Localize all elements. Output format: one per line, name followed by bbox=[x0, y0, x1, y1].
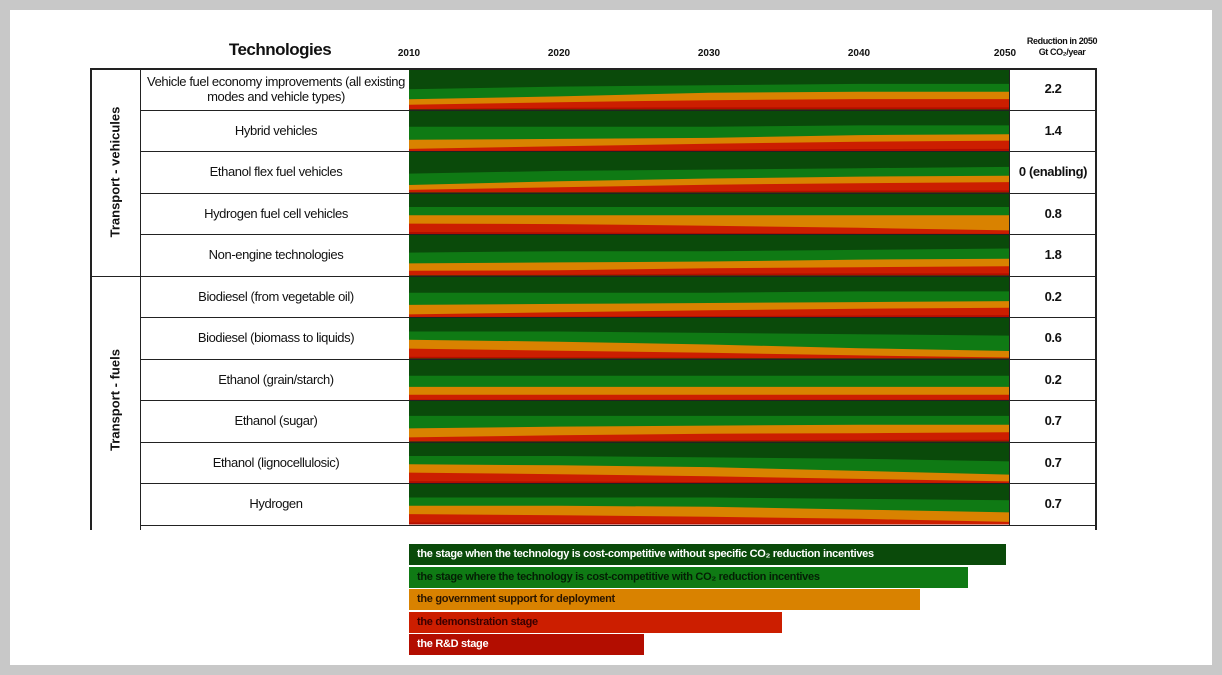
grid-row-line-4 bbox=[140, 234, 1096, 236]
row-value-10: 0.7 bbox=[1044, 496, 1062, 512]
row-label-5: Biodiesel (from vegetable oil) bbox=[198, 288, 354, 304]
row-band-0 bbox=[409, 68, 1009, 110]
roadmap-chart bbox=[409, 68, 1009, 525]
row-label-2: Ethanol flex fuel vehicles bbox=[209, 164, 343, 180]
row-value-5: 0.2 bbox=[1044, 288, 1062, 304]
grid-row-line-6 bbox=[140, 317, 1096, 319]
stage-area-rd-0 bbox=[409, 107, 1009, 110]
stage-area-rd-3 bbox=[409, 232, 1009, 234]
stage-area-demonstration-3 bbox=[409, 223, 1009, 234]
grid-left bbox=[90, 68, 92, 530]
row-value-9: 0.7 bbox=[1044, 454, 1062, 470]
grid-row-line-8 bbox=[140, 400, 1096, 402]
row-label-7: Ethanol (grain/starch) bbox=[218, 371, 334, 387]
row-value-8: 0.7 bbox=[1044, 413, 1062, 429]
stage-area-demonstration-5 bbox=[409, 307, 1009, 317]
row-value-2: 0 (enabling) bbox=[1018, 164, 1088, 180]
stage-area-demonstration-4 bbox=[409, 266, 1009, 276]
row-label-0: Vehicle fuel economy improvements (all e… bbox=[147, 73, 405, 104]
chart-canvas: Technologies Reduction in 2050 Gt CO₂/ye… bbox=[10, 10, 1212, 665]
x-tick-2030: 2030 bbox=[697, 48, 721, 59]
row-label-8: Ethanol (sugar) bbox=[234, 413, 318, 429]
chart-title: Technologies bbox=[228, 40, 332, 59]
row-band-4 bbox=[409, 234, 1009, 276]
row-band-3 bbox=[409, 192, 1009, 234]
row-label-1: Hybrid vehicles bbox=[234, 122, 318, 138]
grid-row-line-5 bbox=[90, 275, 1096, 277]
grid-val-right bbox=[1095, 68, 1097, 530]
x-tick-2040: 2040 bbox=[847, 48, 871, 59]
stage-area-demonstration-8 bbox=[409, 432, 1009, 442]
stage-area-rd-9 bbox=[409, 481, 1009, 483]
row-label-4: Non-engine technologies bbox=[208, 247, 344, 263]
stage-area-rd-10 bbox=[409, 522, 1009, 525]
row-band-8 bbox=[409, 400, 1009, 442]
legend-item-demonstration: the demonstration stage bbox=[409, 611, 782, 633]
grid-top bbox=[90, 68, 1096, 70]
row-band-9 bbox=[409, 441, 1009, 483]
x-tick-2010: 2010 bbox=[397, 48, 421, 59]
row-band-1 bbox=[409, 109, 1009, 151]
row-band-10 bbox=[409, 483, 1009, 525]
stage-area-rd-6 bbox=[409, 356, 1009, 359]
legend-item-cost_competitive: the stage when the technology is cost-co… bbox=[409, 544, 1006, 565]
row-label-3: Hydrogen fuel cell vehicles bbox=[204, 205, 348, 221]
legend-item-incentives: the stage where the technology is cost-c… bbox=[409, 566, 968, 588]
stage-area-demonstration-10 bbox=[409, 514, 1009, 525]
grid-val-left bbox=[1009, 68, 1011, 525]
stage-area-demonstration-1 bbox=[409, 140, 1009, 151]
stage-area-rd-4 bbox=[409, 273, 1009, 276]
x-tick-2050: 2050 bbox=[993, 48, 1017, 59]
grid-row-line-7 bbox=[140, 358, 1096, 360]
row-value-4: 1.8 bbox=[1044, 247, 1062, 263]
row-value-3: 0.8 bbox=[1044, 205, 1062, 221]
stage-area-demonstration-6 bbox=[409, 348, 1009, 359]
legend-item-rd: the R&D stage bbox=[409, 634, 644, 655]
value-header-line1: Reduction in 2050 bbox=[1026, 36, 1098, 46]
grid-row-line-3 bbox=[140, 192, 1096, 194]
grid-row-line-9 bbox=[140, 441, 1096, 443]
grid-row-line-1 bbox=[140, 109, 1096, 111]
row-band-5 bbox=[409, 275, 1009, 317]
grid-row-line-10 bbox=[140, 483, 1096, 485]
grid-row-line-2 bbox=[140, 151, 1096, 153]
row-value-0: 2.2 bbox=[1044, 81, 1062, 97]
row-label-6: Biodiesel (biomass to liquids) bbox=[197, 330, 355, 346]
value-column-header: Reduction in 2050 Gt CO₂/year bbox=[1012, 36, 1112, 58]
row-label-10: Hydrogen bbox=[249, 496, 303, 512]
stage-area-demonstration-0 bbox=[409, 99, 1009, 110]
grid-row-line-11 bbox=[140, 524, 1096, 526]
value-header-line2: Gt CO₂/year bbox=[1038, 47, 1086, 57]
row-band-7 bbox=[409, 358, 1009, 400]
row-value-1: 1.4 bbox=[1044, 122, 1062, 138]
stage-area-rd-8 bbox=[409, 439, 1009, 442]
stage-area-demonstration-2 bbox=[409, 182, 1009, 193]
row-label-9: Ethanol (lignocellulosic) bbox=[212, 454, 340, 470]
grid-group-sep bbox=[140, 68, 142, 530]
stage-area-rd-1 bbox=[409, 148, 1009, 151]
row-value-7: 0.2 bbox=[1044, 371, 1062, 387]
row-value-6: 0.6 bbox=[1044, 330, 1062, 346]
stage-area-rd-2 bbox=[409, 190, 1009, 193]
row-band-2 bbox=[409, 151, 1009, 193]
x-tick-2020: 2020 bbox=[547, 48, 571, 59]
stage-area-demonstration-7 bbox=[409, 394, 1009, 400]
legend-item-deployment: the government support for deployment bbox=[409, 589, 920, 610]
row-band-6 bbox=[409, 317, 1009, 359]
stage-area-rd-5 bbox=[409, 315, 1009, 317]
stage-area-demonstration-9 bbox=[409, 472, 1009, 483]
